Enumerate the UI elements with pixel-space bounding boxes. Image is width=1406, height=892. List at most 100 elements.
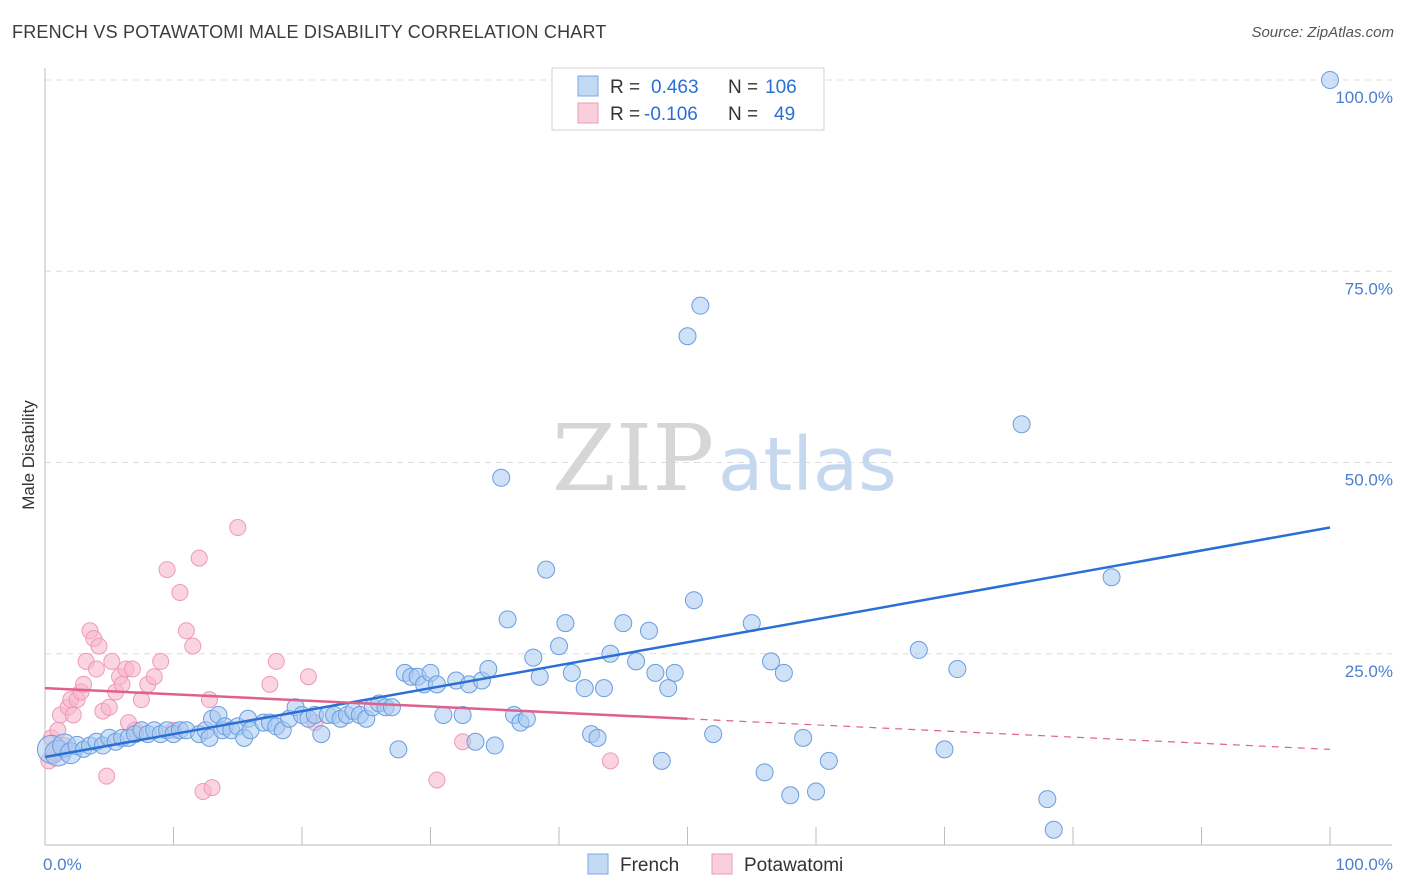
legend-r-value-potawatomi: -0.106 <box>644 104 698 125</box>
watermark: ZIP atlas <box>552 405 897 512</box>
french-point <box>652 751 671 770</box>
potawatomi-point <box>261 675 279 693</box>
french-point <box>453 705 472 724</box>
y-tick-label: 100.0% <box>1335 88 1393 107</box>
bottom-legend-potawatomi: Potawatomi <box>744 855 843 876</box>
y-tick-label: 25.0% <box>1345 662 1393 681</box>
french-point <box>517 709 536 728</box>
french-point <box>1038 790 1057 809</box>
french-point <box>684 591 703 610</box>
trend-lines <box>44 526 1331 759</box>
tick-labels: 25.0% 50.0% 75.0% 100.0% 0.0% 100.0% <box>43 88 1393 874</box>
potawatomi-point <box>171 584 189 602</box>
axes <box>44 68 1392 846</box>
potawatomi-point <box>200 691 218 709</box>
french-point <box>794 728 813 747</box>
potawatomi-point <box>601 752 619 770</box>
x-tick-label: 100.0% <box>1335 855 1393 874</box>
potawatomi-trend-extension <box>687 718 1331 750</box>
french-point <box>312 725 331 744</box>
potawatomi-point <box>90 637 108 655</box>
french-point <box>382 698 401 717</box>
potawatomi-trend-line <box>44 686 688 721</box>
potawatomi-point <box>87 660 105 678</box>
bottom-legend: French Potawatomi <box>587 853 843 876</box>
french-point <box>479 660 498 679</box>
french-point <box>588 728 607 747</box>
legend-n-value-potawatomi: 49 <box>774 104 795 125</box>
legend-r-label-potawatomi: R = <box>610 104 640 125</box>
legend: R = 0.463 N = 106 R = -0.106 N = 49 <box>551 67 825 131</box>
french-point <box>691 296 710 315</box>
watermark-zip: ZIP <box>552 405 714 512</box>
x-tick-label: 0.0% <box>43 855 82 874</box>
french-point <box>704 725 723 744</box>
bottom-legend-swatch-potawatomi <box>711 853 733 875</box>
y-axis-label: Male Disability <box>19 400 38 510</box>
french-point <box>1012 415 1031 434</box>
french-point <box>774 663 793 682</box>
french-point <box>755 763 774 782</box>
french-point <box>550 637 568 656</box>
potawatomi-point <box>158 561 176 579</box>
french-point <box>466 732 485 751</box>
potawatomi-point <box>203 779 221 797</box>
french-point <box>485 736 504 755</box>
legend-n-value-french: 106 <box>765 77 797 98</box>
potawatomi-point <box>177 622 195 640</box>
source-label: Source: ZipAtlas.com <box>1251 24 1394 41</box>
french-point <box>575 679 594 698</box>
chart-title: FRENCH VS POTAWATOMI MALE DISABILITY COR… <box>12 22 607 42</box>
potawatomi-point <box>145 668 163 686</box>
french-point <box>781 786 800 805</box>
legend-r-label-french: R = <box>610 77 640 98</box>
french-point <box>492 468 511 487</box>
potawatomi-point <box>229 519 247 537</box>
french-point <box>594 679 613 698</box>
potawatomi-point <box>267 652 285 670</box>
potawatomi-point <box>152 652 170 670</box>
french-points <box>36 71 1339 839</box>
potawatomi-point <box>64 706 82 724</box>
potawatomi-point <box>428 771 446 789</box>
potawatomi-point <box>190 549 208 567</box>
potawatomi-point <box>113 675 131 693</box>
legend-n-label-french: N = <box>728 77 758 98</box>
french-trend-line <box>44 526 1331 759</box>
french-point <box>498 610 517 629</box>
potawatomi-point <box>184 637 202 655</box>
french-point <box>909 640 928 659</box>
french-point <box>1102 568 1121 587</box>
watermark-atlas: atlas <box>718 422 897 508</box>
french-point <box>524 648 543 667</box>
french-point <box>762 652 781 671</box>
french-point <box>935 740 954 759</box>
french-point <box>659 679 678 698</box>
legend-swatch-french <box>577 75 599 97</box>
potawatomi-point <box>123 660 141 678</box>
french-point <box>434 705 453 724</box>
french-point <box>807 782 825 801</box>
potawatomi-point <box>299 668 317 686</box>
french-point <box>389 740 408 759</box>
french-point <box>948 660 967 679</box>
y-tick-label: 75.0% <box>1345 279 1393 298</box>
french-point <box>627 652 646 671</box>
french-point <box>427 675 446 694</box>
french-point <box>556 614 575 633</box>
legend-r-value-french: 0.463 <box>651 77 699 98</box>
grid <box>45 79 1392 655</box>
bottom-legend-swatch-french <box>587 853 609 875</box>
potawatomi-point <box>100 698 118 716</box>
bottom-legend-french: French <box>620 855 679 876</box>
french-point <box>614 614 633 633</box>
potawatomi-point <box>75 675 93 693</box>
french-point <box>537 560 556 579</box>
french-point <box>646 663 665 682</box>
french-point <box>665 663 684 682</box>
french-point <box>1321 71 1339 89</box>
potawatomi-point <box>103 652 121 670</box>
y-tick-label: 50.0% <box>1345 471 1393 490</box>
french-point <box>562 663 581 682</box>
